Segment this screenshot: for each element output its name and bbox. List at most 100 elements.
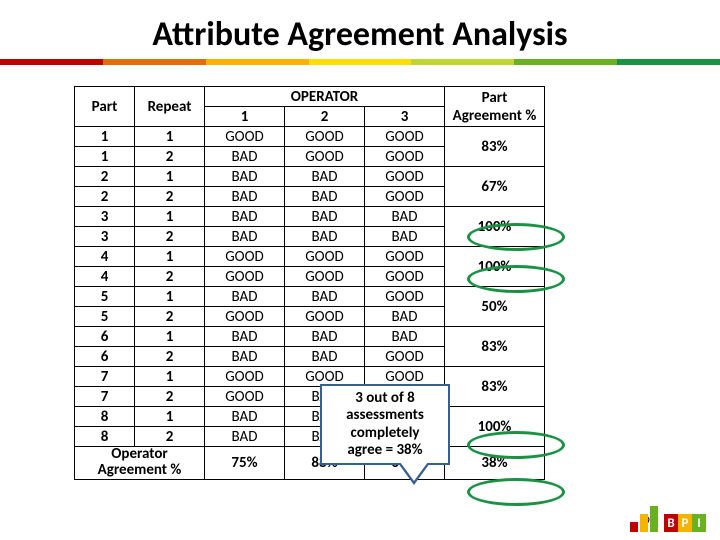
cell-part: 5 [75, 307, 135, 327]
cell-agree: 100% [445, 207, 545, 247]
cell-part: 4 [75, 247, 135, 267]
cell-part: 5 [75, 287, 135, 307]
col-header-agreement: Part Agreement % [445, 87, 545, 127]
table-row: 11GOODGOODGOOD83% [75, 127, 545, 147]
cell-op2: GOOD [285, 247, 365, 267]
accent-segment [0, 59, 103, 65]
cell-op3: GOOD [365, 347, 445, 367]
footer-overall: 38% [445, 447, 545, 480]
cell-op1: GOOD [205, 247, 285, 267]
col-header-op2: 2 [285, 107, 365, 127]
table-row: 61BADBADBAD83% [75, 327, 545, 347]
cell-op3: GOOD [365, 127, 445, 147]
logo-letter: B [664, 514, 678, 532]
cell-repeat: 2 [135, 347, 205, 367]
cell-op1: BAD [205, 327, 285, 347]
col-header-repeat: Repeat [135, 87, 205, 127]
cell-op3: GOOD [365, 287, 445, 307]
cell-repeat: 2 [135, 187, 205, 207]
speech-line-1: 3 out of 8 [324, 390, 446, 407]
cell-repeat: 1 [135, 287, 205, 307]
cell-agree: 83% [445, 127, 545, 167]
logo-letter: P [678, 514, 692, 532]
logo-bar-icon [650, 506, 658, 532]
cell-op2: GOOD [285, 267, 365, 287]
cell-repeat: 2 [135, 267, 205, 287]
cell-part: 4 [75, 267, 135, 287]
cell-repeat: 2 [135, 427, 205, 447]
cell-op2: BAD [285, 347, 365, 367]
table-row: 31BADBADBAD100% [75, 207, 545, 227]
accent-segment [617, 59, 720, 65]
speech-line-2: assessments [324, 407, 446, 424]
cell-part: 2 [75, 167, 135, 187]
cell-part: 7 [75, 387, 135, 407]
footer-row: Operator Agreement % 75% 88% 63% 38% [75, 447, 545, 480]
cell-repeat: 1 [135, 207, 205, 227]
highlight-circle-icon [467, 478, 565, 506]
cell-agree: 50% [445, 287, 545, 327]
cell-op1: GOOD [205, 367, 285, 387]
cell-op2: BAD [285, 227, 365, 247]
col-header-op1: 1 [205, 107, 285, 127]
logo-bar-icon [640, 514, 648, 532]
col-header-op3: 3 [365, 107, 445, 127]
cell-op2: BAD [285, 167, 365, 187]
footer-label: Operator Agreement % [75, 447, 205, 480]
accent-segment [411, 59, 514, 65]
cell-op3: GOOD [365, 267, 445, 287]
cell-op1: BAD [205, 227, 285, 247]
cell-op2: BAD [285, 287, 365, 307]
cell-op1: BAD [205, 167, 285, 187]
accent-segment [206, 59, 309, 65]
cell-repeat: 2 [135, 307, 205, 327]
cell-op1: GOOD [205, 307, 285, 327]
table-row: 21BADBADGOOD67% [75, 167, 545, 187]
cell-part: 8 [75, 407, 135, 427]
logo-bar-icon [630, 522, 638, 532]
cell-op2: BAD [285, 187, 365, 207]
cell-repeat: 1 [135, 367, 205, 387]
table-body: 11GOODGOODGOOD83%12BADGOODGOOD21BADBADGO… [75, 127, 545, 447]
cell-op3: GOOD [365, 187, 445, 207]
cell-op1: BAD [205, 187, 285, 207]
cell-agree: 100% [445, 407, 545, 447]
accent-segment [309, 59, 412, 65]
accent-bar [0, 59, 720, 65]
cell-op2: GOOD [285, 147, 365, 167]
cell-part: 8 [75, 427, 135, 447]
cell-repeat: 2 [135, 387, 205, 407]
header-row-1: Part Repeat OPERATOR Part Agreement % [75, 87, 545, 107]
cell-agree: 67% [445, 167, 545, 207]
cell-op3: GOOD [365, 167, 445, 187]
slide: Attribute Agreement Analysis Part Repeat… [0, 0, 720, 540]
cell-op1: BAD [205, 207, 285, 227]
logo-letters: BPI [664, 514, 706, 532]
speech-line-4: agree = 38% [324, 442, 446, 459]
cell-op3: GOOD [365, 247, 445, 267]
accent-segment [103, 59, 206, 65]
cell-op1: BAD [205, 427, 285, 447]
cell-part: 3 [75, 227, 135, 247]
col-header-operator: OPERATOR [205, 87, 445, 107]
cell-op1: GOOD [205, 387, 285, 407]
footer-op1: 75% [205, 447, 285, 480]
cell-repeat: 2 [135, 227, 205, 247]
cell-op1: BAD [205, 287, 285, 307]
cell-op1: BAD [205, 347, 285, 367]
speech-line-3: completely [324, 425, 446, 442]
speech-bubble: 3 out of 8 assessments completely agree … [320, 384, 450, 465]
logo-letter: I [692, 514, 706, 532]
cell-part: 1 [75, 147, 135, 167]
cell-op1: BAD [205, 407, 285, 427]
logo-bars [630, 506, 658, 532]
cell-repeat: 1 [135, 247, 205, 267]
cell-part: 7 [75, 367, 135, 387]
cell-agree: 83% [445, 367, 545, 407]
cell-agree: 100% [445, 247, 545, 287]
cell-repeat: 1 [135, 407, 205, 427]
cell-op3: GOOD [365, 147, 445, 167]
cell-op3: BAD [365, 327, 445, 347]
cell-part: 6 [75, 327, 135, 347]
accent-segment [514, 59, 617, 65]
